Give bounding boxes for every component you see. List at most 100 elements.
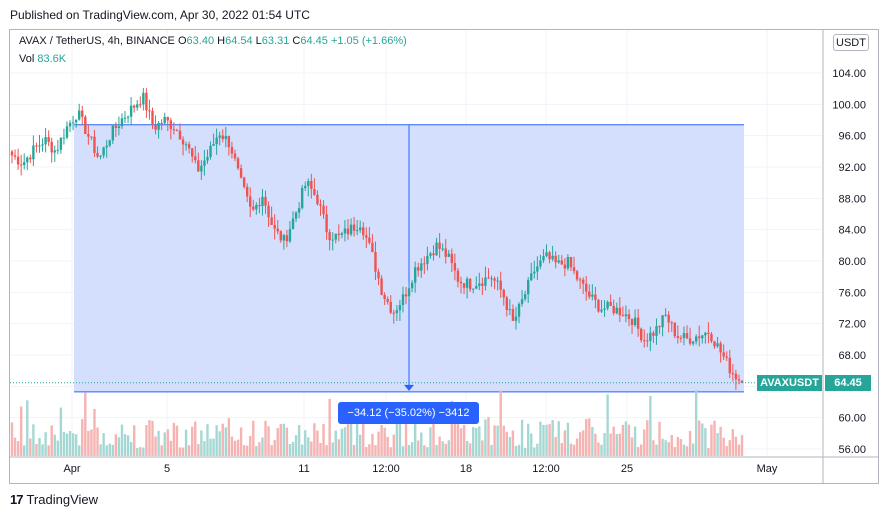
candle-body [551, 255, 554, 260]
volume-bar [423, 445, 426, 456]
x-tick-label: 18 [460, 463, 472, 475]
volume-bar [337, 439, 341, 456]
candle-body [62, 137, 66, 139]
candle-body [728, 357, 731, 374]
candle-body [352, 224, 356, 231]
volume-bar [594, 433, 597, 456]
candle-body [175, 130, 179, 132]
volume-bar [368, 444, 371, 456]
candle-body [264, 196, 267, 206]
volume-bar [438, 436, 441, 456]
volume-bar [352, 445, 356, 456]
volume-bar [230, 436, 234, 456]
tradingview-logo[interactable]: 17 TradingView [10, 492, 98, 507]
volume-bar [404, 420, 408, 456]
candle-body [673, 322, 677, 337]
volume-bar [615, 433, 618, 456]
candle-body [646, 340, 649, 342]
candle-body [612, 306, 615, 314]
candle-body [413, 267, 417, 283]
volume-bar [713, 420, 716, 456]
candle-body [649, 332, 652, 341]
volume-bar [542, 424, 545, 456]
volume-bar [536, 443, 539, 456]
candle-body [187, 144, 191, 149]
candle-body [679, 337, 683, 339]
candle-body [740, 380, 744, 383]
candle-body [511, 309, 515, 321]
candle-body [484, 277, 487, 286]
candle-body [465, 278, 469, 288]
candle-body [26, 157, 29, 163]
candle-body [566, 257, 570, 269]
candle-body [346, 228, 350, 235]
volume-bar [270, 445, 273, 456]
candle-body [181, 139, 185, 145]
volume-bar [511, 430, 515, 456]
candle-body [640, 328, 643, 341]
volume-bar [481, 440, 484, 456]
volume-bar [236, 439, 240, 456]
candle-body [472, 288, 475, 290]
volume-bar [395, 409, 399, 456]
candle-body [526, 280, 530, 295]
candle-body [191, 148, 194, 157]
volume-bar [426, 447, 429, 456]
legend-symbol[interactable]: AVAX / TetherUS, 4h, BINANCE [19, 35, 175, 47]
legend-h-label: H [217, 35, 226, 47]
measure-label: −34.12 (−35.02%) −3412 [338, 402, 479, 424]
y-tick-label: 56.00 [838, 444, 866, 456]
candle-body [725, 356, 728, 358]
tradingview-logo-icon: 17 [10, 492, 24, 507]
candle-body [267, 205, 270, 218]
candle-body [355, 230, 359, 232]
volume-bar [322, 423, 325, 456]
volume-bar [682, 444, 686, 456]
candle-body [319, 204, 322, 206]
volume-bar [44, 432, 47, 456]
volume-bar [432, 419, 435, 456]
volume-bar [533, 447, 536, 456]
volume-bar [279, 424, 282, 456]
volume-bar [420, 432, 423, 456]
volume-bar [694, 389, 698, 456]
candle-body [252, 206, 255, 210]
volume-bar [386, 436, 389, 456]
candle-body [722, 352, 725, 357]
candle-body [658, 326, 661, 328]
volume-bar [87, 430, 90, 456]
candle-body [731, 373, 735, 375]
volume-bar [35, 444, 38, 456]
candle-body [53, 150, 56, 153]
volume-bar [526, 423, 530, 456]
volume-bar [377, 431, 380, 456]
candle-body [68, 122, 72, 127]
candle-body [453, 263, 457, 271]
candle-body [56, 149, 60, 151]
volume-bar [459, 428, 463, 456]
currency-button[interactable]: USDT [833, 34, 869, 51]
volume-bar [96, 427, 99, 456]
legend-c-label: C [292, 35, 301, 47]
candle-body [606, 301, 609, 309]
candle-body [77, 110, 81, 120]
volume-bar [325, 445, 328, 456]
candle-body [554, 255, 557, 263]
volume-bar [664, 440, 667, 456]
x-tick-label: May [757, 463, 778, 475]
volume-bar [435, 444, 438, 456]
candle-body [707, 332, 710, 334]
candle-body [423, 263, 426, 265]
volume-bar [704, 428, 707, 456]
volume-bar [493, 425, 496, 456]
candle-body [636, 317, 640, 329]
volume-bar [84, 392, 87, 456]
candle-body [502, 289, 505, 298]
volume-bar [62, 431, 66, 456]
volume-bar [331, 442, 334, 456]
volume-bar [349, 422, 353, 456]
volume-bar [499, 390, 502, 456]
candle-body [459, 281, 463, 284]
candle-body [343, 228, 347, 234]
